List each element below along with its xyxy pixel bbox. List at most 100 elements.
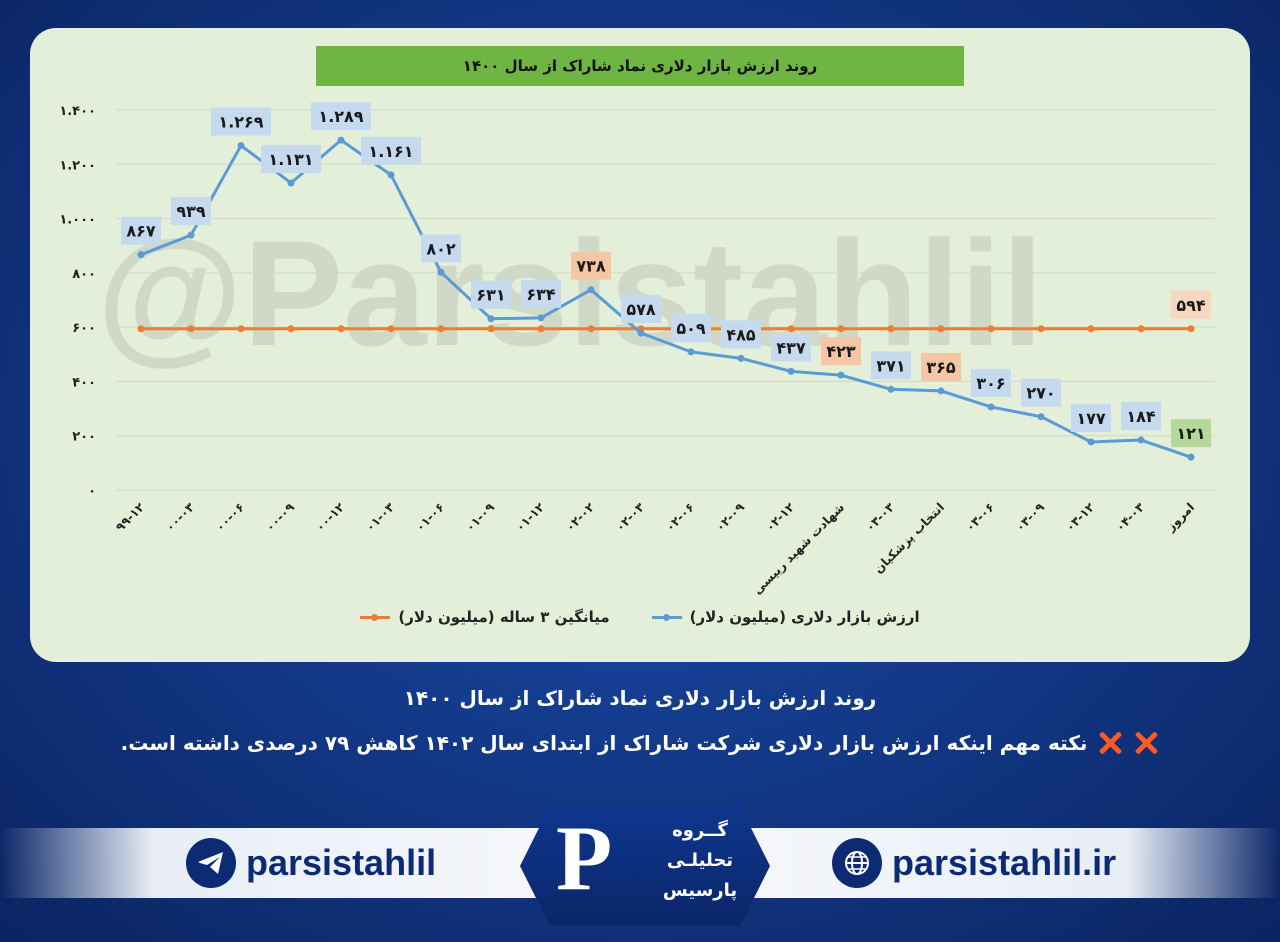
market-cap-point (287, 179, 295, 187)
market-cap-point (437, 268, 445, 276)
data-label-box (1121, 402, 1161, 431)
average-point (937, 325, 945, 333)
y-tick-label: ۰ (88, 484, 96, 499)
average-point (537, 325, 545, 333)
website-link[interactable]: parsistahlil.ir (832, 838, 1116, 888)
x-tick-label: ۰۲-۰۹ (713, 500, 748, 535)
data-label: ۳۷۱ (876, 356, 905, 375)
average-point (337, 325, 345, 333)
x-tick-label: ۰۱-۰۹ (463, 500, 498, 535)
logo-background (520, 806, 770, 926)
caption-note: نکته مهم اینکه ارزش بازار دلاری شرکت شار… (0, 730, 1280, 756)
average-point (587, 325, 595, 333)
legend-swatch-market-cap (651, 613, 682, 621)
x-tick-label: امروز (1163, 500, 1198, 535)
logo-text: گــروه تحلیلـی پارسیس (650, 816, 750, 906)
logo-line-1: گــروه (672, 820, 728, 841)
market-cap-point (237, 142, 245, 150)
data-label: ۳۰۶ (976, 374, 1005, 393)
data-label-box (211, 107, 271, 136)
data-label: ۱۲۱ (1176, 424, 1205, 443)
y-tick-label: ۱.۰۰۰ (59, 213, 96, 228)
market-cap-point (937, 387, 945, 395)
average-point (487, 325, 495, 333)
data-label-box (311, 102, 371, 131)
data-label-box (471, 280, 511, 309)
website-url: parsistahlil.ir (892, 842, 1117, 883)
legend-swatch-average (360, 613, 391, 621)
data-label-box (921, 352, 961, 381)
data-label-box (571, 251, 611, 280)
y-tick-label: ۱.۲۰۰ (59, 158, 96, 173)
x-tick-label: ۰۳-۰۹ (1013, 500, 1048, 535)
telegram-handle: parsistahlil (246, 842, 437, 883)
market-cap-point (737, 354, 745, 362)
average-end-label-box (1171, 290, 1211, 319)
y-tick-label: ۶۰۰ (72, 321, 96, 336)
telegram-icon (186, 838, 236, 888)
data-label: ۱۷۷ (1076, 409, 1106, 428)
market-cap-point (537, 314, 545, 322)
average-point (137, 325, 145, 333)
market-cap-point (1137, 436, 1145, 444)
market-cap-point (487, 315, 495, 323)
data-label: ۶۳۱ (476, 286, 505, 305)
data-label: ۵۰۹ (676, 319, 706, 338)
y-tick-label: ۲۰۰ (72, 430, 96, 445)
market-cap-point (1187, 453, 1195, 461)
caption-note-text: نکته مهم اینکه ارزش بازار دلاری شرکت شار… (120, 731, 1088, 755)
chart-legend: ارزش بازار دلاری (میلیون دلار) میانگین ۳… (0, 608, 1280, 626)
data-label-box (121, 216, 161, 245)
legend-label-average: میانگین ۳ ساله (میلیون دلار) (398, 608, 610, 626)
average-point (1037, 325, 1045, 333)
x-tick-label: ۰۱-۰۶ (413, 500, 447, 534)
average-point (437, 325, 445, 333)
x-tick-label: ۰۰-۱۲ (313, 500, 348, 535)
data-label-box (671, 313, 711, 342)
cross-icon (1097, 730, 1123, 756)
data-label-box (971, 368, 1011, 397)
average-point (787, 325, 795, 333)
market-cap-point (187, 231, 195, 239)
average-point (187, 325, 195, 333)
logo-line-3: پارسیس (662, 880, 738, 901)
data-label: ۱۸۴ (1126, 407, 1156, 426)
data-label-box (871, 351, 911, 380)
average-point (387, 325, 395, 333)
data-label: ۹۳۹ (176, 202, 206, 221)
market-cap-point (387, 171, 395, 179)
x-tick-label: ۰۳-۱۲ (1063, 500, 1098, 535)
data-label-box (771, 333, 811, 362)
average-point (1087, 325, 1095, 333)
data-label-box (621, 295, 661, 324)
market-cap-point (1037, 413, 1045, 421)
data-label: ۱.۲۶۹ (218, 113, 263, 132)
average-point (287, 325, 295, 333)
average-point (237, 325, 245, 333)
cross-icon (1133, 730, 1159, 756)
data-label: ۵۷۸ (626, 300, 656, 319)
average-point (1137, 325, 1145, 333)
average-point (887, 325, 895, 333)
data-label: ۸۰۲ (426, 239, 456, 258)
x-tick-label: ۰۰-۰۳ (163, 500, 198, 535)
data-label-box (1021, 378, 1061, 407)
data-label-box (361, 136, 421, 165)
telegram-link[interactable]: parsistahlil (186, 838, 436, 888)
legend-item-average: میانگین ۳ ساله (میلیون دلار) (360, 608, 610, 626)
x-tick-label: شهادت شهید رییسی (750, 500, 847, 597)
x-tick-label: ۰۲-۰۳ (613, 500, 648, 535)
y-tick-label: ۴۰۰ (72, 375, 96, 390)
y-tick-label: ۸۰۰ (72, 267, 96, 282)
data-label-box (721, 320, 761, 349)
x-tick-label: ۰۰-۰۶ (213, 500, 247, 534)
data-label-box (421, 234, 461, 263)
x-tick-label: ۰۲-۰۶ (663, 500, 697, 534)
average-point (987, 325, 995, 333)
data-label-box (1171, 419, 1211, 448)
average-point (1187, 325, 1195, 333)
x-tick-label: ۰۰-۰۹ (263, 500, 298, 535)
data-label-box (1071, 403, 1111, 432)
watermark-text: @Parsistahlil (97, 209, 1044, 377)
